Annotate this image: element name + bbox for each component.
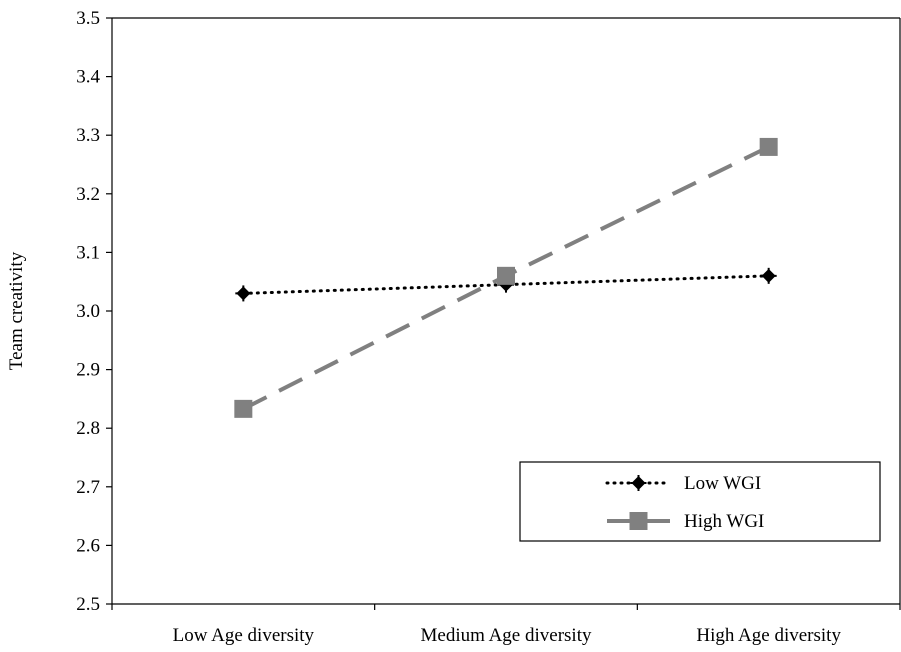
series-2: [234, 137, 778, 418]
y-tick-label: 2.8: [76, 418, 100, 439]
data-point: [759, 137, 778, 156]
x-axis-ticks: Low Age diversity Medium Age diversity Hig…: [111, 604, 901, 646]
y-tick-label: 3.4: [76, 67, 100, 88]
legend: Low WGI High WGI: [519, 461, 881, 542]
y-tick-label: 2.6: [76, 535, 100, 556]
x-tick-label: Medium Age diversity: [421, 625, 592, 646]
y-tick-label: 2.9: [76, 360, 100, 381]
series-layer: [234, 137, 778, 418]
y-tick-label: 3.3: [76, 125, 100, 146]
data-point: [497, 266, 515, 285]
data-point: [760, 267, 777, 284]
x-tick-label: High Age diversity: [696, 625, 841, 646]
legend-label: High WGI: [684, 511, 764, 532]
y-tick-label: 2.5: [76, 594, 100, 615]
y-tick-label: 3.2: [76, 184, 100, 205]
legend-label: Low WGI: [684, 473, 761, 494]
legend-swatch-marker: [629, 512, 648, 530]
data-point: [235, 285, 252, 302]
y-tick-label: 3.0: [76, 301, 100, 322]
y-tick-label: 2.7: [76, 477, 100, 498]
data-point: [234, 399, 253, 418]
legend-box: [519, 461, 881, 542]
y-axis-ticks: 2.5 2.6 2.7 2.8 2.9 3.0 3.1 3.2 3.3 3.4 3.5: [76, 8, 112, 615]
y-axis-title: Team creativity: [6, 251, 27, 370]
y-tick-label: 3.1: [76, 242, 100, 263]
y-tick-label: 3.5: [76, 8, 100, 29]
x-tick-label: Low Age diversity: [173, 625, 315, 646]
legend-swatch-marker: [630, 475, 647, 491]
